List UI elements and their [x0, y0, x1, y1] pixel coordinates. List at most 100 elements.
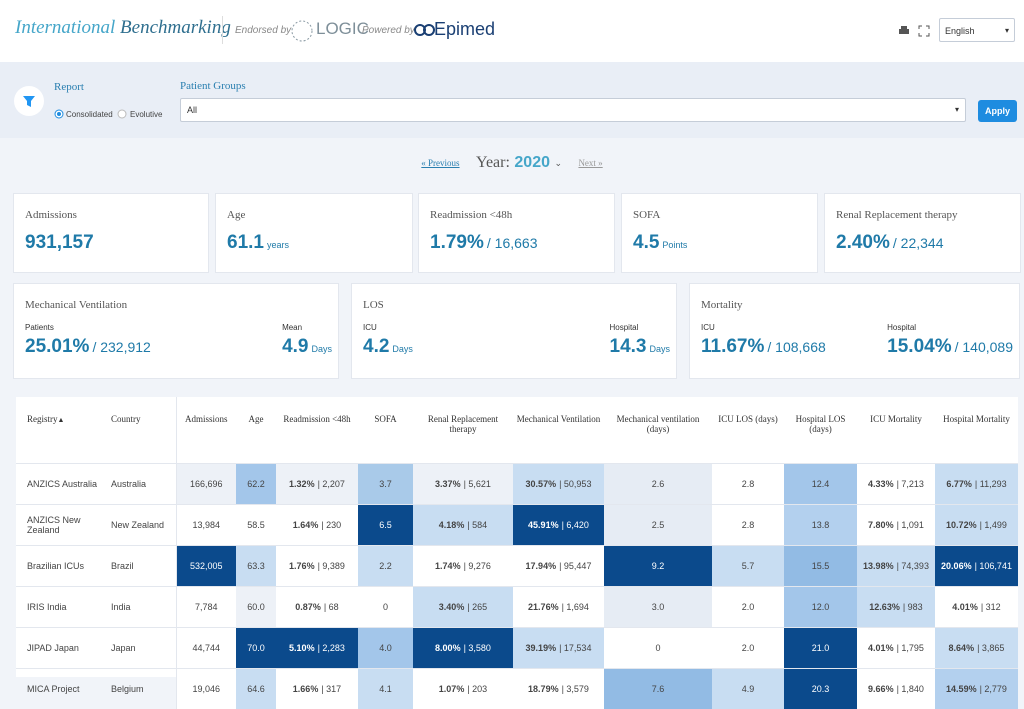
- value-cell: 0.87%| 68: [276, 587, 358, 628]
- header-text: Mechanical Ventilation: [517, 414, 601, 424]
- value-cell: 2.0: [712, 628, 784, 669]
- value-cell: 13.8: [784, 505, 857, 546]
- column-header[interactable]: Readmission <48h: [276, 397, 358, 464]
- country-cell: India: [100, 587, 176, 628]
- column-header[interactable]: Hospital LOS (days): [784, 397, 857, 464]
- column-header[interactable]: Country: [100, 397, 176, 464]
- cell-main: 13,984: [192, 520, 220, 530]
- item-value: 11.67%: [701, 336, 764, 357]
- cell-sub: | 3,865: [977, 643, 1004, 653]
- filter-icon[interactable]: [14, 86, 44, 116]
- value-cell: 3.0: [604, 587, 712, 628]
- item-extra: Days: [649, 344, 670, 354]
- column-header[interactable]: Age: [236, 397, 276, 464]
- card-label: Renal Replacement therapy: [836, 209, 958, 221]
- item-label: Hospital: [610, 323, 671, 332]
- radio-checked[interactable]: [54, 109, 64, 119]
- column-header[interactable]: Hospital Mortality: [935, 397, 1018, 464]
- cell-main: 3.0: [652, 602, 665, 612]
- cell-main: 2.0: [742, 643, 755, 653]
- prev-link[interactable]: « Previous: [421, 158, 459, 168]
- card-label: SOFA: [633, 209, 660, 221]
- groups-select[interactable]: All▾: [180, 98, 966, 122]
- header-text: Renal Replacement therapy: [428, 414, 498, 434]
- year-label: Year:: [476, 154, 510, 171]
- value-cell: 20.3: [784, 669, 857, 709]
- cell-main: 6.5: [379, 520, 392, 530]
- logic-logo: LOGIC: [316, 19, 369, 39]
- cell-main: 1.74%: [435, 561, 461, 571]
- column-header[interactable]: ICU Mortality: [857, 397, 935, 464]
- value-cell: 64.6: [236, 669, 276, 709]
- value-cell: 19,046: [176, 669, 236, 709]
- cell-main: 2.2: [379, 561, 392, 571]
- card-value: 4.5: [633, 232, 659, 253]
- column-header[interactable]: SOFA: [358, 397, 413, 464]
- cell-main: 4.1: [379, 684, 392, 694]
- radio-label: Evolutive: [130, 110, 162, 119]
- cell-main: 2.6: [652, 479, 665, 489]
- radio-label: Consolidated: [66, 110, 113, 119]
- item-label: ICU: [701, 323, 826, 332]
- cell-main: 15.5: [812, 561, 830, 571]
- value-cell: 166,696: [176, 464, 236, 505]
- column-header[interactable]: Registry▲: [16, 397, 100, 464]
- year-nav: « Previous Year: 2020 ⌄ Next »: [0, 154, 1024, 172]
- column-header[interactable]: Mechanical Ventilation: [513, 397, 604, 464]
- value-cell: 2.5: [604, 505, 712, 546]
- cell-main: 3.40%: [439, 602, 465, 612]
- item-value: 4.2: [363, 336, 389, 357]
- header-text: Country: [111, 414, 141, 424]
- value-cell: 12.0: [784, 587, 857, 628]
- radio[interactable]: [117, 109, 127, 119]
- cell-sub: | 203: [467, 684, 487, 694]
- cell-sub: | 1,091: [897, 520, 924, 530]
- sort-icon: ▲: [58, 416, 65, 424]
- value-cell: 4.01%| 312: [935, 587, 1018, 628]
- value-cell: 3.40%| 265: [413, 587, 513, 628]
- fullscreen-icon[interactable]: [918, 25, 930, 37]
- cell-main: 21.76%: [528, 602, 559, 612]
- value-cell: 20.06%| 106,741: [935, 546, 1018, 587]
- column-header[interactable]: ICU LOS (days): [712, 397, 784, 464]
- cell-main: 5.7: [742, 561, 755, 571]
- page: International Benchmarking Endorsed by L…: [0, 0, 1024, 667]
- cell-main: 1.64%: [293, 520, 319, 530]
- cell-main: 4.9: [742, 684, 755, 694]
- language-select[interactable]: English▾: [939, 18, 1015, 42]
- item-value: 25.01%: [25, 336, 89, 357]
- print-icon[interactable]: [898, 25, 910, 37]
- item-label: Mean: [282, 323, 332, 332]
- cell-main: 45.91%: [528, 520, 559, 530]
- value-cell: 13,984: [176, 505, 236, 546]
- column-header[interactable]: Renal Replacement therapy: [413, 397, 513, 464]
- year-value[interactable]: 2020: [514, 154, 550, 171]
- value-cell: 10.72%| 1,499: [935, 505, 1018, 546]
- header-text: SOFA: [374, 414, 396, 424]
- next-link[interactable]: Next »: [578, 158, 602, 168]
- column-header[interactable]: Mechanical ventilation (days): [604, 397, 712, 464]
- header-text: Hospital Mortality: [943, 414, 1010, 424]
- apply-button[interactable]: Apply: [978, 100, 1017, 122]
- value-cell: 39.19%| 17,534: [513, 628, 604, 669]
- column-header[interactable]: Admissions: [176, 397, 236, 464]
- cell-main: 63.3: [247, 561, 265, 571]
- cell-main: 1.76%: [289, 561, 315, 571]
- cell-main: 44,744: [192, 643, 220, 653]
- cell-main: 64.6: [247, 684, 265, 694]
- value-cell: 45.91%| 6,420: [513, 505, 604, 546]
- cell-main: 9.2: [652, 561, 665, 571]
- cell-sub: | 1,694: [562, 602, 589, 612]
- cell-main: 532,005: [190, 561, 223, 571]
